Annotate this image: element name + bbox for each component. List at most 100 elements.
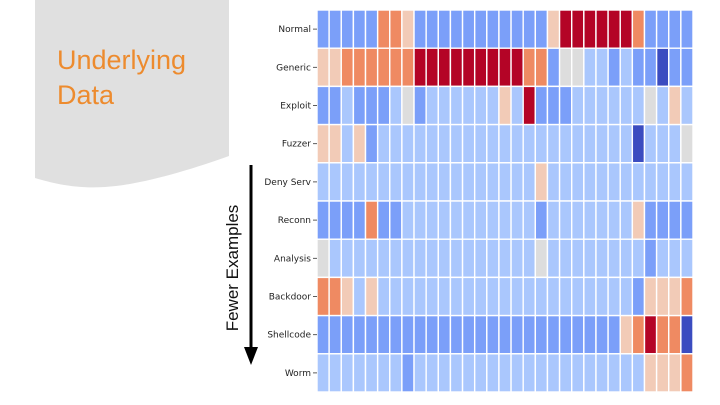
heatmap-cell xyxy=(680,314,694,355)
heatmap-cell xyxy=(376,353,391,393)
heatmap-cell xyxy=(655,200,670,240)
heatmap-cell xyxy=(655,85,670,126)
heatmap-cell xyxy=(571,276,585,317)
heatmap-cell xyxy=(643,314,658,355)
heatmap-cell xyxy=(413,314,427,355)
heatmap-cell xyxy=(376,200,391,240)
heatmap-cell xyxy=(546,353,561,393)
heatmap-cell xyxy=(534,238,549,279)
heatmap-cell xyxy=(571,123,585,164)
heatmap-cell xyxy=(619,353,634,393)
heatmap-cell xyxy=(376,85,391,126)
heatmap-cell xyxy=(364,200,379,240)
heatmap-cell xyxy=(558,123,573,164)
heatmap-cell xyxy=(376,276,391,317)
heatmap-cell xyxy=(425,314,439,355)
heatmap-cell xyxy=(522,276,537,317)
heatmap-cell xyxy=(473,353,488,393)
heatmap-cell xyxy=(631,162,646,202)
heatmap-cell xyxy=(413,123,427,164)
heatmap-cell xyxy=(558,276,573,317)
heatmap-cell xyxy=(449,123,464,164)
heatmap-cell xyxy=(413,47,427,88)
heatmap-cell xyxy=(668,238,682,279)
heatmap-cell xyxy=(328,9,342,49)
heatmap-cell xyxy=(668,162,682,202)
heatmap-cell xyxy=(328,238,342,279)
heatmap-cell xyxy=(328,123,342,164)
heatmap-cell xyxy=(328,85,342,126)
heatmap-cell xyxy=(546,162,561,202)
heatmap-cell xyxy=(461,353,476,393)
heatmap-cell xyxy=(498,314,512,355)
heatmap-cell xyxy=(340,47,355,88)
heatmap-cell xyxy=(352,9,367,49)
heatmap-cell xyxy=(449,200,464,240)
heatmap-cell xyxy=(328,47,342,88)
heatmap-cell xyxy=(437,353,452,393)
heatmap-cell xyxy=(389,238,403,279)
heatmap-cell xyxy=(534,314,549,355)
heatmap-cell xyxy=(473,314,488,355)
heatmap-cell xyxy=(401,162,415,202)
heatmap-cell xyxy=(619,314,634,355)
heatmap-cell xyxy=(473,123,488,164)
arrow-head xyxy=(244,347,258,365)
row-label: Deny Serv xyxy=(264,178,311,188)
slide-title-line-2: Data xyxy=(57,80,115,110)
row-label: Worm xyxy=(285,369,311,379)
heatmap-cell xyxy=(631,123,646,164)
heatmap-cell xyxy=(316,85,330,126)
heatmap-cell xyxy=(352,123,367,164)
heatmap-cell xyxy=(449,85,464,126)
heatmap-cell xyxy=(328,162,342,202)
row-label: Generic xyxy=(276,63,311,73)
heatmap-cell xyxy=(364,9,379,49)
heatmap-cell xyxy=(486,238,500,279)
heatmap-cell xyxy=(680,85,694,126)
heatmap-cell xyxy=(595,47,609,88)
heatmap-cell xyxy=(619,162,634,202)
row-label: Fuzzer xyxy=(282,140,311,150)
slide-title: Underlying Data xyxy=(57,43,227,113)
heatmap-cell xyxy=(486,200,500,240)
heatmap-cell xyxy=(413,9,427,49)
heatmap-cell xyxy=(449,353,464,393)
heatmap-cell xyxy=(389,85,403,126)
heatmap-cell xyxy=(498,200,512,240)
heatmap-cell xyxy=(352,276,367,317)
heatmap-cell xyxy=(571,47,585,88)
heatmap-cell xyxy=(619,200,634,240)
heatmap-cell xyxy=(401,314,415,355)
heatmap-cell xyxy=(449,47,464,88)
heatmap-cell xyxy=(486,162,500,202)
heatmap-cell xyxy=(425,85,439,126)
heatmap-cell xyxy=(486,276,500,317)
heatmap-cell xyxy=(352,200,367,240)
heatmap-cell xyxy=(461,200,476,240)
heatmap-cell xyxy=(595,353,609,393)
heatmap-cell xyxy=(680,238,694,279)
heatmap-cell xyxy=(558,314,573,355)
heatmap-cell xyxy=(534,276,549,317)
heatmap-cell xyxy=(376,314,391,355)
heatmap-cell xyxy=(364,85,379,126)
heatmap-cell xyxy=(643,123,658,164)
heatmap-cell xyxy=(461,162,476,202)
heatmap-cell xyxy=(510,85,524,126)
heatmap-cell xyxy=(595,314,609,355)
heatmap-cell xyxy=(522,162,537,202)
heatmap-cell xyxy=(376,238,391,279)
heatmap-cell xyxy=(425,9,439,49)
heatmap-cell xyxy=(631,276,646,317)
heatmap-cell xyxy=(631,85,646,126)
heatmap-cell xyxy=(680,9,694,49)
heatmap-cell xyxy=(546,200,561,240)
heatmap-cell xyxy=(534,353,549,393)
heatmap-cell xyxy=(316,238,330,279)
heatmap-cell xyxy=(643,200,658,240)
heatmap-cell xyxy=(340,9,355,49)
row-label: Normal xyxy=(278,25,311,35)
heatmap-cell xyxy=(680,200,694,240)
heatmap-cell xyxy=(607,9,621,49)
